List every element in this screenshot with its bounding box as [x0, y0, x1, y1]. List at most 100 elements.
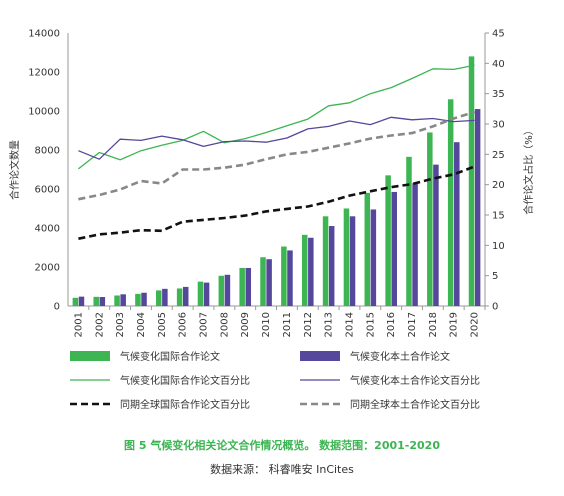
x-tick-label: 2020: [470, 312, 481, 337]
bar-international: [93, 296, 99, 306]
line-series-4: [78, 110, 475, 201]
bar-domestic: [433, 164, 439, 306]
bar-international: [406, 156, 412, 306]
x-tick-label: 2010: [261, 312, 272, 337]
x-tick-label: 2003: [115, 312, 126, 337]
bar-domestic: [120, 294, 126, 306]
left-tick-label: 0: [54, 302, 60, 313]
bar-international: [114, 295, 120, 306]
legend-label: 气候变化本土合作论文百分比: [350, 374, 480, 387]
line-series-3: [78, 165, 476, 240]
bar-domestic: [454, 142, 460, 306]
figure-caption: 图 5 气候变化相关论文合作情况概览。 数据范围：2001-2020: [124, 439, 440, 452]
x-tick-label: 2019: [449, 312, 460, 337]
x-tick-label: 2006: [178, 312, 189, 337]
bar-international: [176, 288, 183, 306]
right-axis: 0 5 10 15 20 25 30 35 40 45: [484, 29, 505, 313]
left-axis-title: 合作论文数量: [8, 140, 21, 200]
right-tick-label: 20: [492, 180, 505, 191]
left-tick-label: 12000: [28, 68, 60, 79]
bar-domestic: [287, 250, 293, 306]
x-tick-label: 2015: [365, 312, 376, 337]
x-tick-label: 2018: [428, 312, 439, 337]
x-tick-label: 2009: [240, 312, 251, 337]
left-tick-label: 2000: [35, 263, 60, 274]
right-tick-label: 25: [492, 150, 505, 161]
x-tick-label: 2014: [344, 312, 355, 337]
right-tick-label: 0: [492, 302, 498, 313]
right-axis-title: 合作论文占比（%）: [522, 125, 535, 215]
bar-layer: [72, 56, 481, 307]
bar-international: [197, 281, 204, 306]
bar-domestic: [308, 237, 314, 306]
bar-international: [72, 297, 79, 306]
legend-label: 同期全球国际合作论文百分比: [120, 398, 250, 411]
bar-international: [385, 175, 391, 306]
left-tick-label: 10000: [28, 107, 60, 118]
x-tick-label: 2008: [219, 312, 230, 337]
bar-international: [156, 290, 162, 306]
x-tick-label: 2005: [157, 312, 168, 337]
legend-label: 气候变化国际合作论文: [120, 350, 220, 363]
bar-domestic: [99, 297, 106, 306]
bar-domestic: [245, 267, 252, 306]
left-tick-label: 6000: [35, 185, 60, 196]
x-tick-label: 2017: [407, 312, 418, 337]
bar-domestic: [182, 286, 189, 306]
bar-domestic: [141, 292, 147, 306]
x-tick-label: 2012: [303, 312, 314, 337]
bar-international: [322, 216, 329, 306]
bar-domestic: [370, 209, 377, 306]
right-tick-label: 45: [492, 29, 505, 40]
right-tick-label: 40: [492, 59, 505, 70]
x-tick-label: 2013: [324, 312, 335, 337]
x-tick-label: 2007: [199, 312, 210, 337]
bar-international: [135, 293, 141, 306]
bar-domestic: [224, 274, 231, 306]
bar-domestic: [328, 226, 335, 306]
right-tick-label: 35: [492, 89, 505, 100]
figure-source: 数据来源： 科睿唯安 InCites: [210, 463, 354, 476]
bar-domestic: [266, 259, 272, 306]
legend-label: 气候变化本土合作论文: [350, 350, 450, 363]
x-tick-label: 2016: [386, 312, 397, 337]
bar-domestic: [78, 296, 85, 306]
line-series-1: [77, 64, 475, 170]
left-tick-label: 4000: [35, 224, 60, 235]
right-tick-label: 10: [492, 241, 505, 252]
x-axis: 2001 2002 2003 2004 2005 2006 2007 2008 2009 2010…: [68, 305, 486, 337]
line-series-2: [78, 116, 475, 160]
left-tick-label: 8000: [35, 146, 60, 157]
bar-international: [364, 192, 371, 306]
bar-international: [468, 56, 475, 307]
legend-swatch-bar: [70, 351, 110, 361]
x-tick-label: 2001: [73, 312, 84, 337]
right-tick-label: 15: [492, 211, 505, 222]
bar-domestic: [162, 288, 168, 306]
bar-international: [281, 246, 287, 306]
legend-swatch-bar: [300, 351, 340, 361]
bar-international: [447, 99, 454, 306]
combo-chart: 0 2000 4000 6000 8000 10000 12000 14000 0 5 10 15 2…: [8, 29, 535, 412]
bar-domestic: [474, 109, 481, 306]
legend-label: 同期全球本土合作论文百分比: [350, 398, 480, 411]
x-tick-label: 2002: [94, 312, 105, 337]
x-tick-label: 2011: [282, 312, 293, 337]
right-tick-label: 5: [492, 271, 498, 282]
right-tick-label: 30: [492, 120, 505, 131]
bar-domestic: [349, 216, 356, 306]
bar-international: [343, 208, 350, 306]
bar-domestic: [391, 191, 397, 306]
line-layer: [77, 64, 476, 240]
bar-international: [239, 267, 245, 306]
bar-domestic: [203, 282, 210, 306]
left-axis: 0 2000 4000 6000 8000 10000 12000 14000: [28, 29, 69, 313]
left-tick-label: 14000: [28, 29, 60, 40]
bar-international: [218, 275, 225, 306]
bar-international: [427, 132, 433, 306]
legend-label: 气候变化国际合作论文百分比: [120, 374, 250, 387]
bar-international: [260, 257, 266, 306]
bar-international: [301, 234, 308, 306]
x-tick-label: 2004: [136, 312, 147, 337]
